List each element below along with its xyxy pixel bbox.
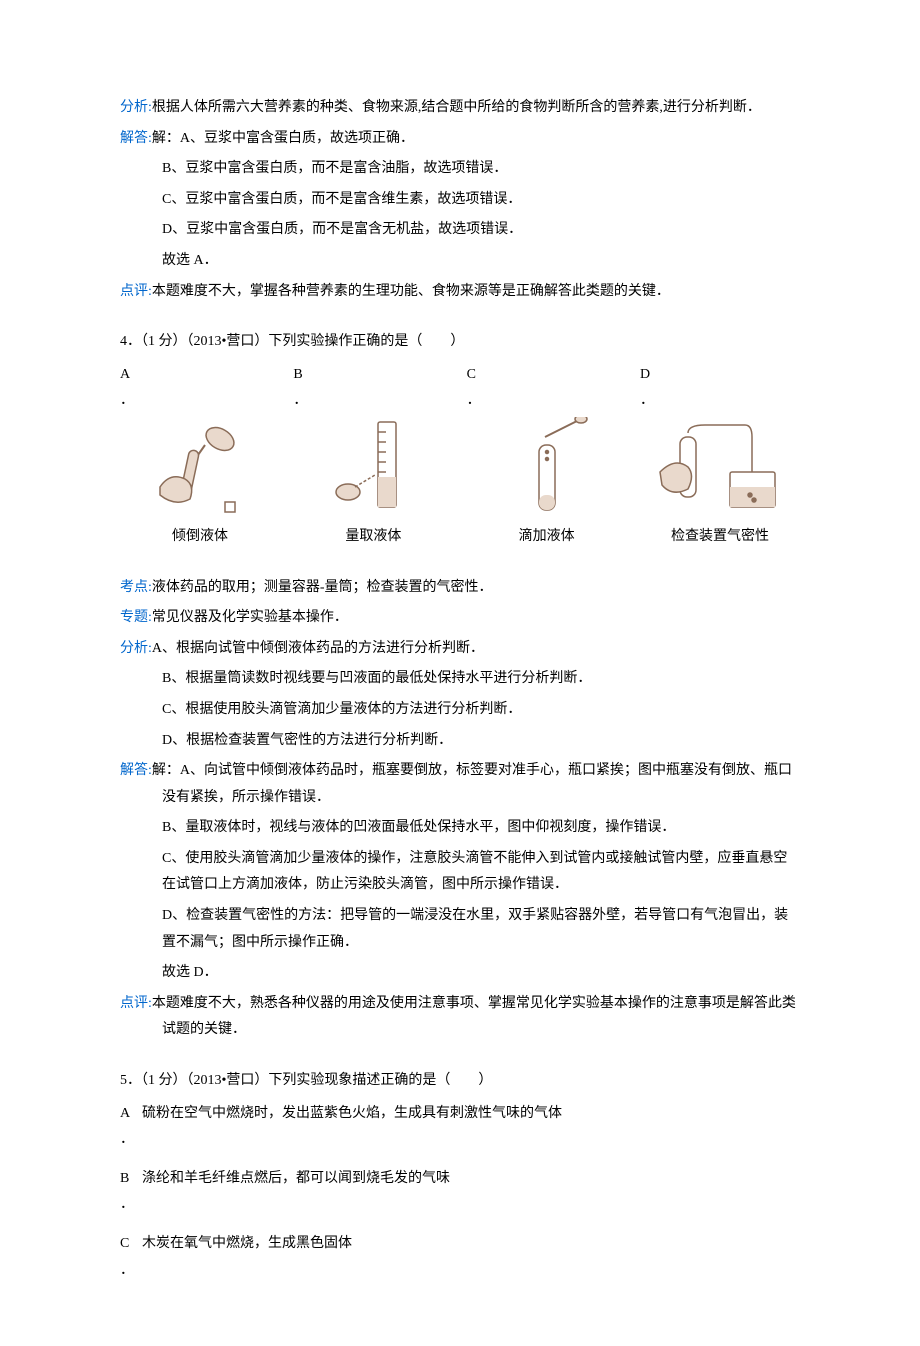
review-text: 本题难度不大，掌握各种营养素的生理功能、食物来源等是正确解答此类题的关键． [152,284,670,299]
q4-options: A ． 倾倒液体 B ． [120,362,800,551]
kaodian-label: 考点: [120,580,152,595]
answer4-b: B、量取液体时，视线与液体的凹液面最低处保持水平，图中仰视刻度，操作错误． [120,815,800,842]
answer4-block: 解答:解：A、向试管中倾倒液体药品时，瓶塞要倒放，标签要对准手心，瓶口紧挨；图中… [120,758,800,811]
q5-c-text: 木炭在氧气中燃烧，生成黑色固体 [142,1231,800,1258]
q5-option-c: C ． 木炭在氧气中燃烧，生成黑色固体 [120,1231,800,1284]
analysis4-c: C、根据使用胶头滴管滴加少量液体的方法进行分析判断． [120,697,800,724]
q5-a-text: 硫粉在空气中燃烧时，发出蓝紫色火焰，生成具有刺激性气味的气体 [142,1101,800,1128]
q4-option-d: D ． 检查装置气密性 [640,362,800,551]
answer-label: 解答: [120,131,152,146]
q5-stem: 5．（1 分）（2013•营口）下列实验现象描述正确的是（ ） [120,1068,800,1095]
q4-b-letter: B [293,362,453,389]
pour-liquid-icon [140,417,260,517]
answer4-d: D、检查装置气密性的方法：把导管的一端浸没在水里，双手紧贴容器外壁，若导管口有气… [120,903,800,956]
answer-line-c: C、豆浆中富含蛋白质，而不是富含维生素，故选项错误． [120,187,800,214]
review-label: 点评: [120,284,152,299]
q4-a-caption: 倾倒液体 [120,524,280,551]
q4-stem: 4．（1 分）（2013•营口）下列实验操作正确的是（ ） [120,329,800,356]
analysis4-b: B、根据量筒读数时视线要与凹液面的最低处保持水平进行分析判断． [120,666,800,693]
answer-conclude: 故选 A． [120,248,800,275]
kaodian-block: 考点:液体药品的取用；测量容器-量筒；检查装置的气密性． [120,575,800,602]
q5-b-text: 涤纶和羊毛纤维点燃后，都可以闻到烧毛发的气味 [142,1166,800,1193]
q4-b-image [293,415,453,520]
review4-block: 点评:本题难度不大，熟悉各种仪器的用途及使用注意事项、掌握常见化学实验基本操作的… [120,991,800,1044]
q4-option-b: B ． 量取液体 [293,362,453,551]
q5-c-letter: C [120,1231,142,1258]
answer-lead: 解：A、豆浆中富含蛋白质，故选项正确． [152,131,414,146]
answer4-conclude: 故选 D． [120,960,800,987]
zhuanti-block: 专题:常见仪器及化学实验基本操作． [120,605,800,632]
answer-line-d: D、豆浆中富含蛋白质，而不是富含无机盐，故选项错误． [120,217,800,244]
answer-block: 解答:解：A、豆浆中富含蛋白质，故选项正确． [120,126,800,153]
measure-liquid-icon [323,417,423,517]
analysis-label: 分析: [120,100,152,115]
zhuanti-label: 专题: [120,610,152,625]
review-block: 点评:本题难度不大，掌握各种营养素的生理功能、食物来源等是正确解答此类题的关键． [120,279,800,306]
q4-c-letter: C [467,362,627,389]
answer-line-b: B、豆浆中富含蛋白质，而不是富含油脂，故选项错误． [120,156,800,183]
analysis4-d: D、根据检查装置气密性的方法进行分析判断． [120,728,800,755]
q5-a-letter: A [120,1101,142,1128]
q5-option-a: A ． 硫粉在空气中燃烧时，发出蓝紫色火焰，生成具有刺激性气味的气体 [120,1101,800,1154]
q4-b-caption: 量取液体 [293,524,453,551]
q4-d-image [640,415,800,520]
analysis-text: 根据人体所需六大营养素的种类、食物来源,结合题中所给的食物判断所含的营养素,进行… [152,100,761,115]
q4-c-caption: 滴加液体 [467,524,627,551]
q4-option-a: A ． 倾倒液体 [120,362,280,551]
kaodian-text: 液体药品的取用；测量容器-量筒；检查装置的气密性． [152,580,493,595]
drop-liquid-icon [497,417,597,517]
q4-d-caption: 检查装置气密性 [640,524,800,551]
q4-option-c: C ． 滴加液体 [467,362,627,551]
review4-text: 本题难度不大，熟悉各种仪器的用途及使用注意事项、掌握常见化学实验基本操作的注意事… [152,996,796,1038]
q5-option-b: B ． 涤纶和羊毛纤维点燃后，都可以闻到烧毛发的气味 [120,1166,800,1219]
analysis-block: 分析:根据人体所需六大营养素的种类、食物来源,结合题中所给的食物判断所含的营养素… [120,95,800,122]
analysis4-a: A、根据向试管中倾倒液体药品的方法进行分析判断． [152,641,484,656]
q4-a-image [120,415,280,520]
q4-a-letter: A [120,362,280,389]
review4-label: 点评: [120,996,152,1011]
q5-b-letter: B [120,1166,142,1193]
answer4-c: C、使用胶头滴管滴加少量液体的操作，注意胶头滴管不能伸入到试管内或接触试管内壁，… [120,846,800,899]
answer4-a: 解：A、向试管中倾倒液体药品时，瓶塞要倒放，标签要对准手心，瓶口紧挨；图中瓶塞没… [152,763,792,805]
answer4-label: 解答: [120,763,152,778]
zhuanti-text: 常见仪器及化学实验基本操作． [152,610,348,625]
q4-d-letter: D [640,362,800,389]
q4-c-image [467,415,627,520]
airtight-check-icon [650,417,790,517]
analysis4-label: 分析: [120,641,152,656]
analysis4-block: 分析:A、根据向试管中倾倒液体药品的方法进行分析判断． [120,636,800,663]
